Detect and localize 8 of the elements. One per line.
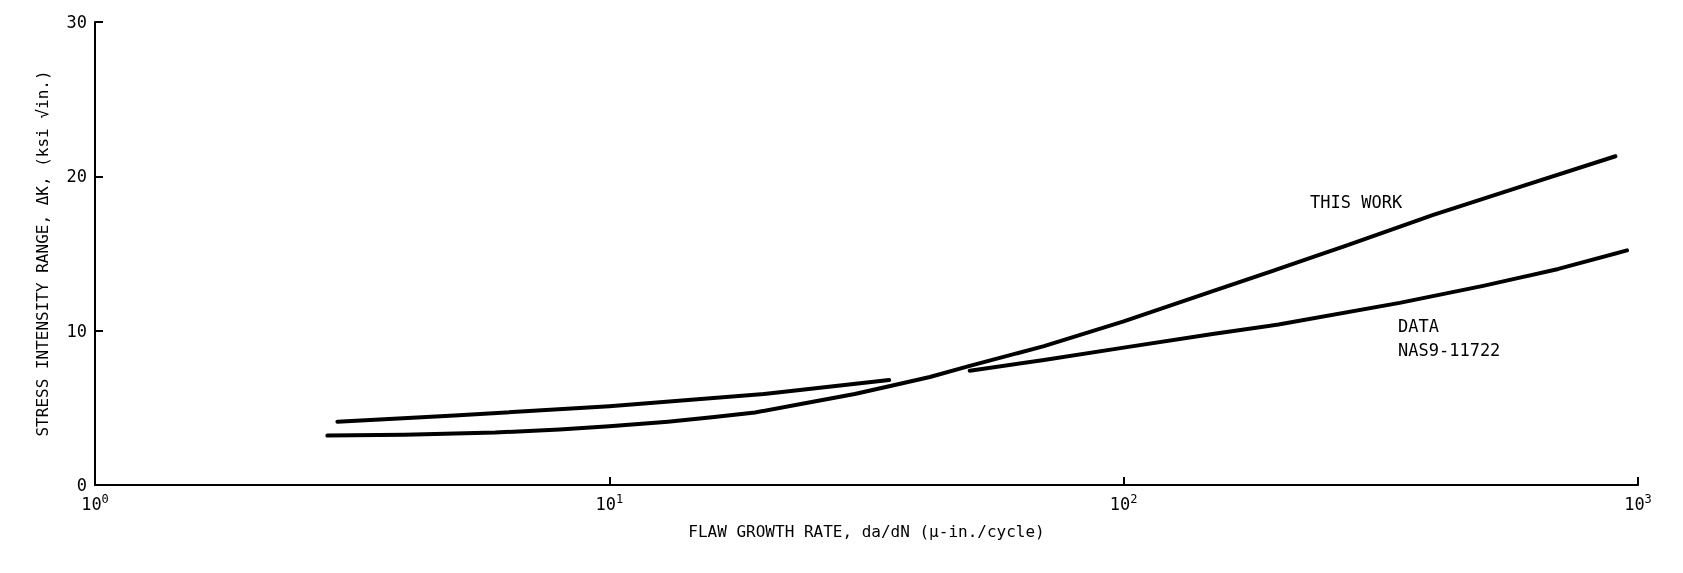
y-tick-label: 30	[66, 12, 87, 32]
y-tick-label: 0	[76, 475, 87, 495]
annotation: THIS WORK	[1310, 192, 1403, 212]
y-tick-label: 20	[66, 166, 87, 187]
annotation: DATA NAS9-11722	[1398, 316, 1501, 360]
y-tick-label: 10	[66, 320, 87, 341]
y-axis-title: STRESS INTENSITY RANGE, ΔK, (ksi √in.)	[32, 70, 52, 437]
x-axis-title: FLAW GROWTH RATE, da/dN (μ-in./cycle)	[688, 521, 1045, 541]
